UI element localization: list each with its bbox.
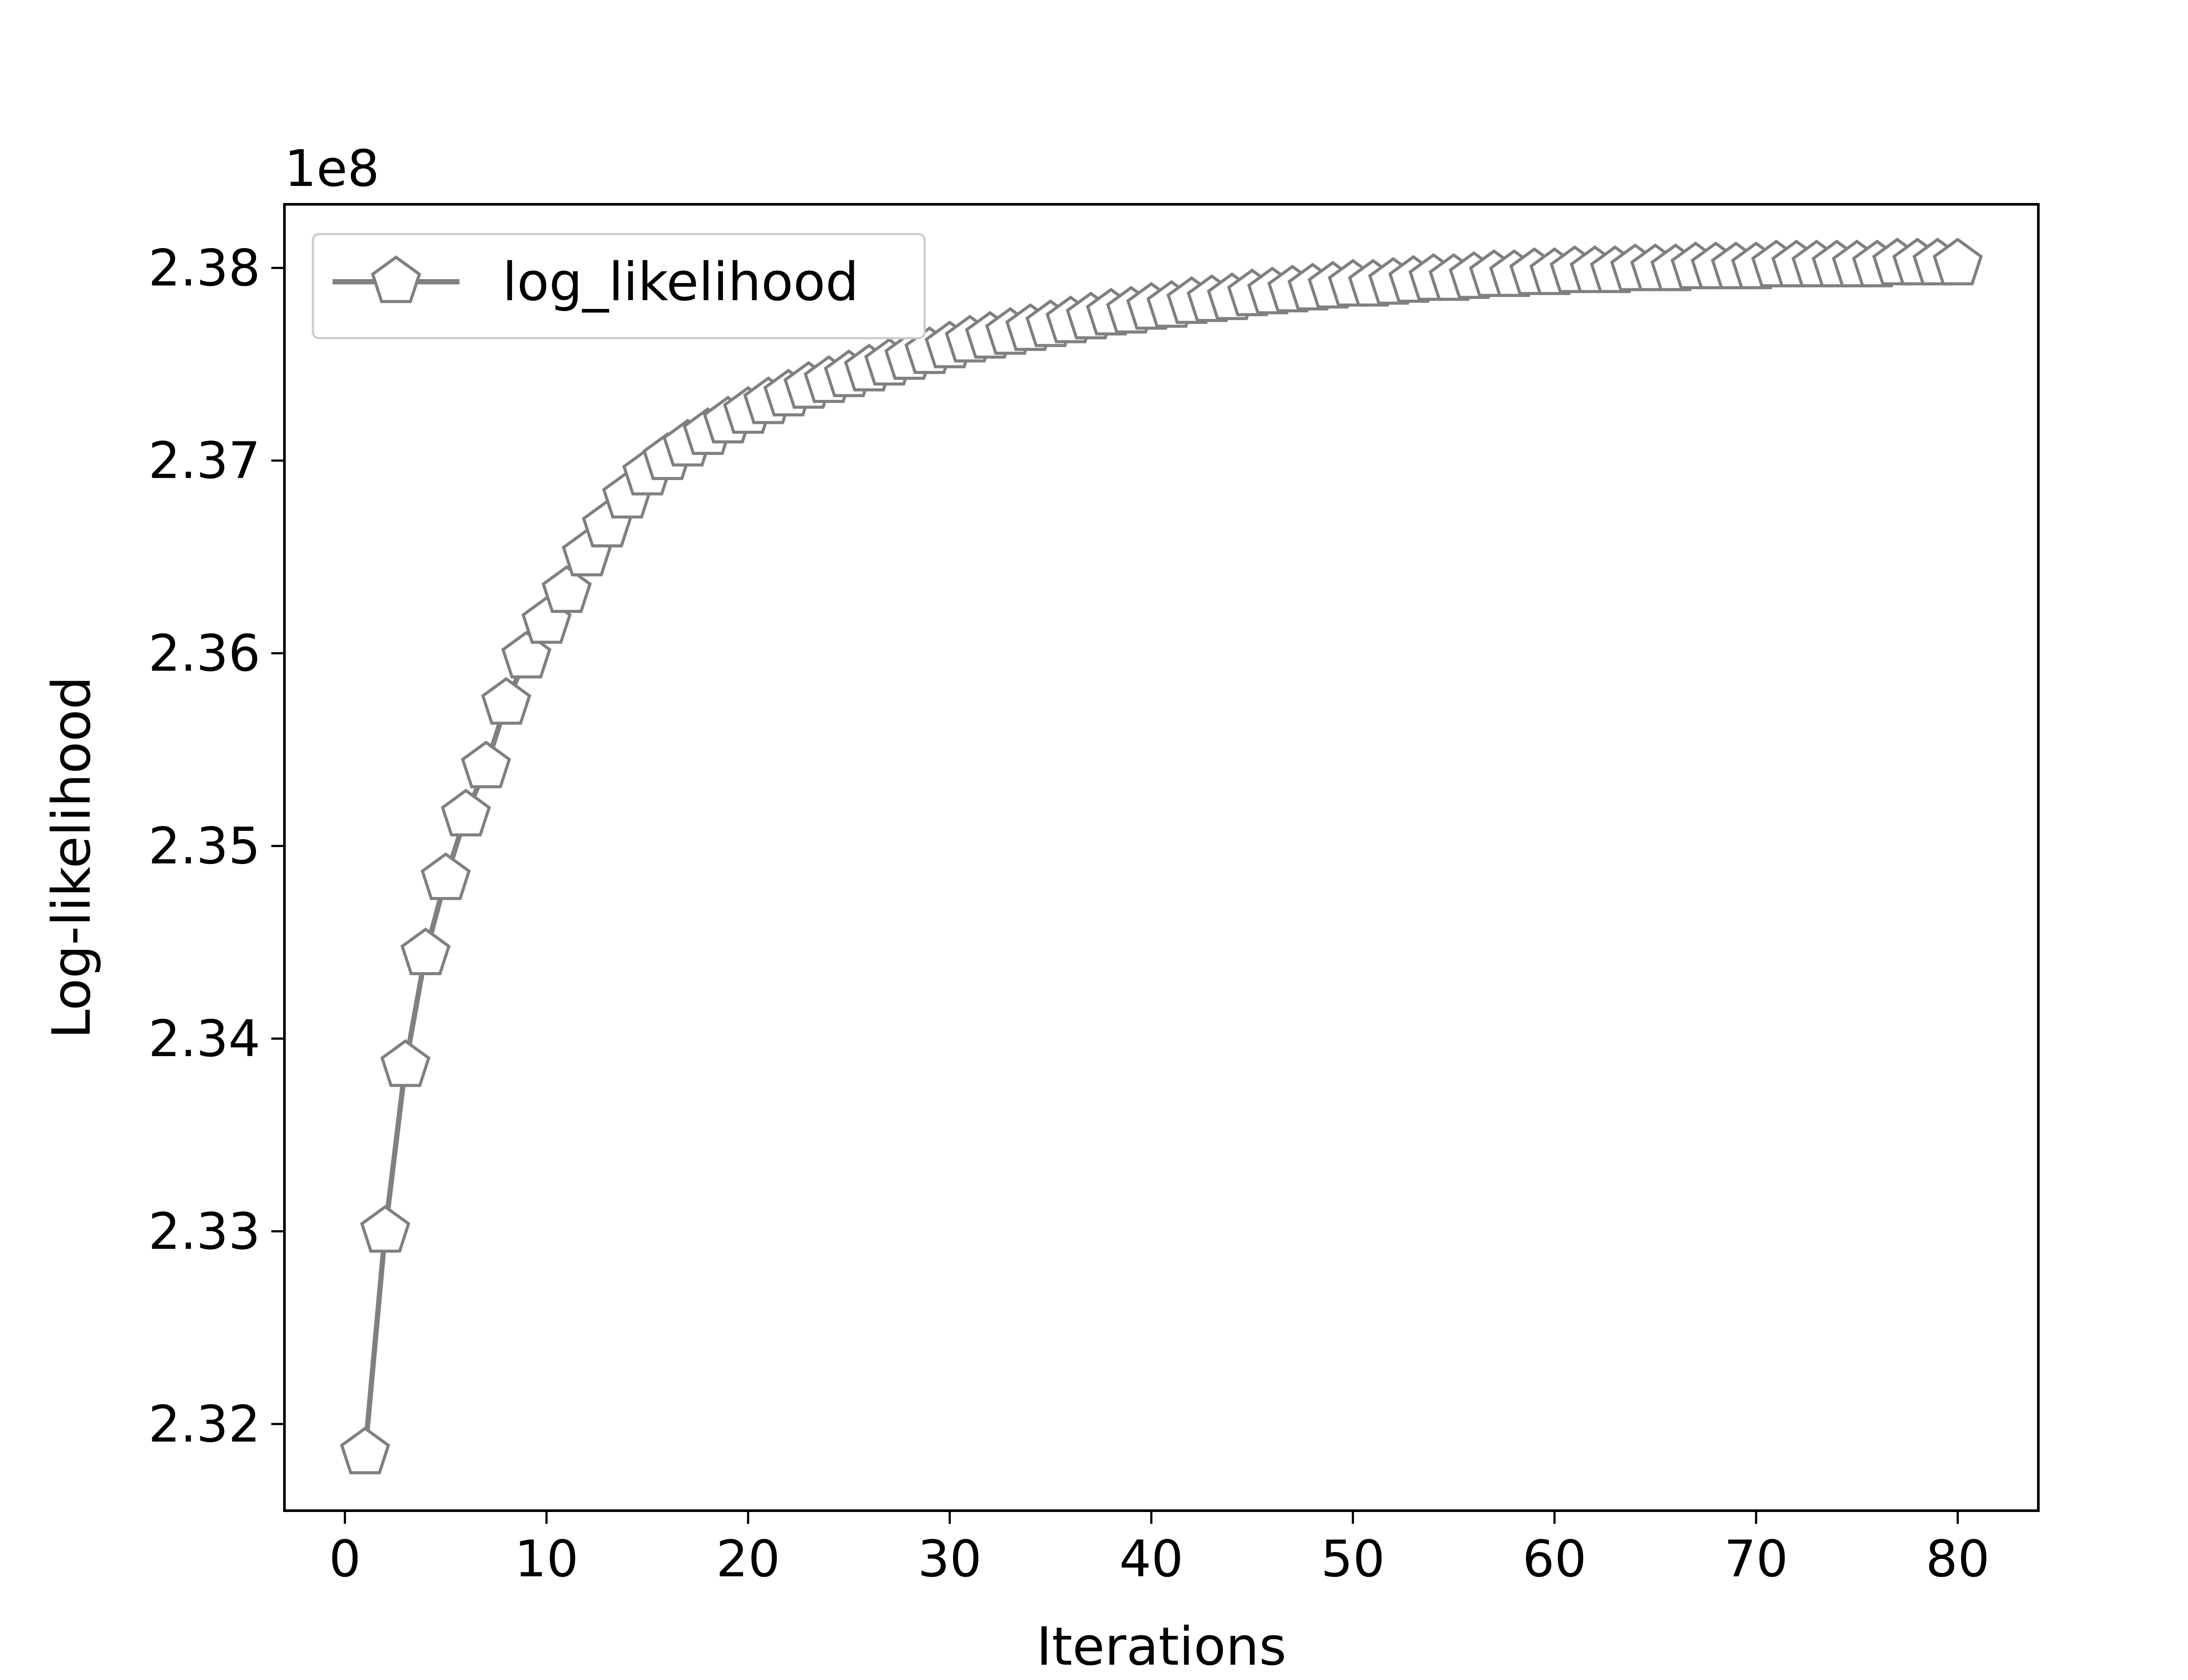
y-tick-label: 2.36 xyxy=(148,624,260,683)
x-axis-label: Iterations xyxy=(1036,1617,1287,1677)
data-point xyxy=(541,565,592,613)
data-point xyxy=(340,1426,390,1474)
x-tick-label: 70 xyxy=(1724,1530,1788,1589)
data-point xyxy=(461,740,512,788)
data-point xyxy=(481,677,532,725)
y-axis: 2.32 2.33 2.34 2.35 2.36 2.37 2.38 xyxy=(148,239,284,1454)
series-layer xyxy=(340,238,1983,1474)
legend: log_likelihood xyxy=(312,233,926,340)
y-offset-label: 1e8 xyxy=(284,140,379,198)
legend-marker-swatch xyxy=(371,255,421,303)
x-tick-label: 30 xyxy=(918,1530,982,1589)
x-tick-label: 10 xyxy=(515,1530,579,1589)
data-point xyxy=(441,788,491,836)
x-tick-label: 20 xyxy=(716,1530,780,1589)
x-axis: 0 10 20 30 40 50 60 70 80 xyxy=(329,1511,1990,1589)
x-tick-label: 0 xyxy=(329,1530,361,1589)
y-tick-label: 2.35 xyxy=(148,817,260,876)
data-point xyxy=(1932,238,1983,286)
y-tick-label: 2.37 xyxy=(148,432,260,490)
x-tick-label: 40 xyxy=(1119,1530,1183,1589)
legend-box xyxy=(312,233,926,340)
plot-frame xyxy=(283,203,2040,1512)
x-tick-label: 60 xyxy=(1522,1530,1586,1589)
data-point xyxy=(360,1205,410,1253)
x-tick-label: 50 xyxy=(1321,1530,1385,1589)
legend-label: log_likelihood xyxy=(502,252,859,313)
y-tick-label: 2.34 xyxy=(148,1010,260,1068)
data-point xyxy=(400,927,451,975)
data-point xyxy=(380,1039,431,1087)
y-tick-label: 2.33 xyxy=(148,1202,260,1261)
x-tick-label: 80 xyxy=(1926,1530,1990,1589)
y-axis-label: Log-likelihood xyxy=(42,676,102,1039)
y-tick-label: 2.38 xyxy=(148,239,260,298)
y-tick-label: 2.32 xyxy=(148,1395,260,1454)
data-point xyxy=(421,852,471,900)
